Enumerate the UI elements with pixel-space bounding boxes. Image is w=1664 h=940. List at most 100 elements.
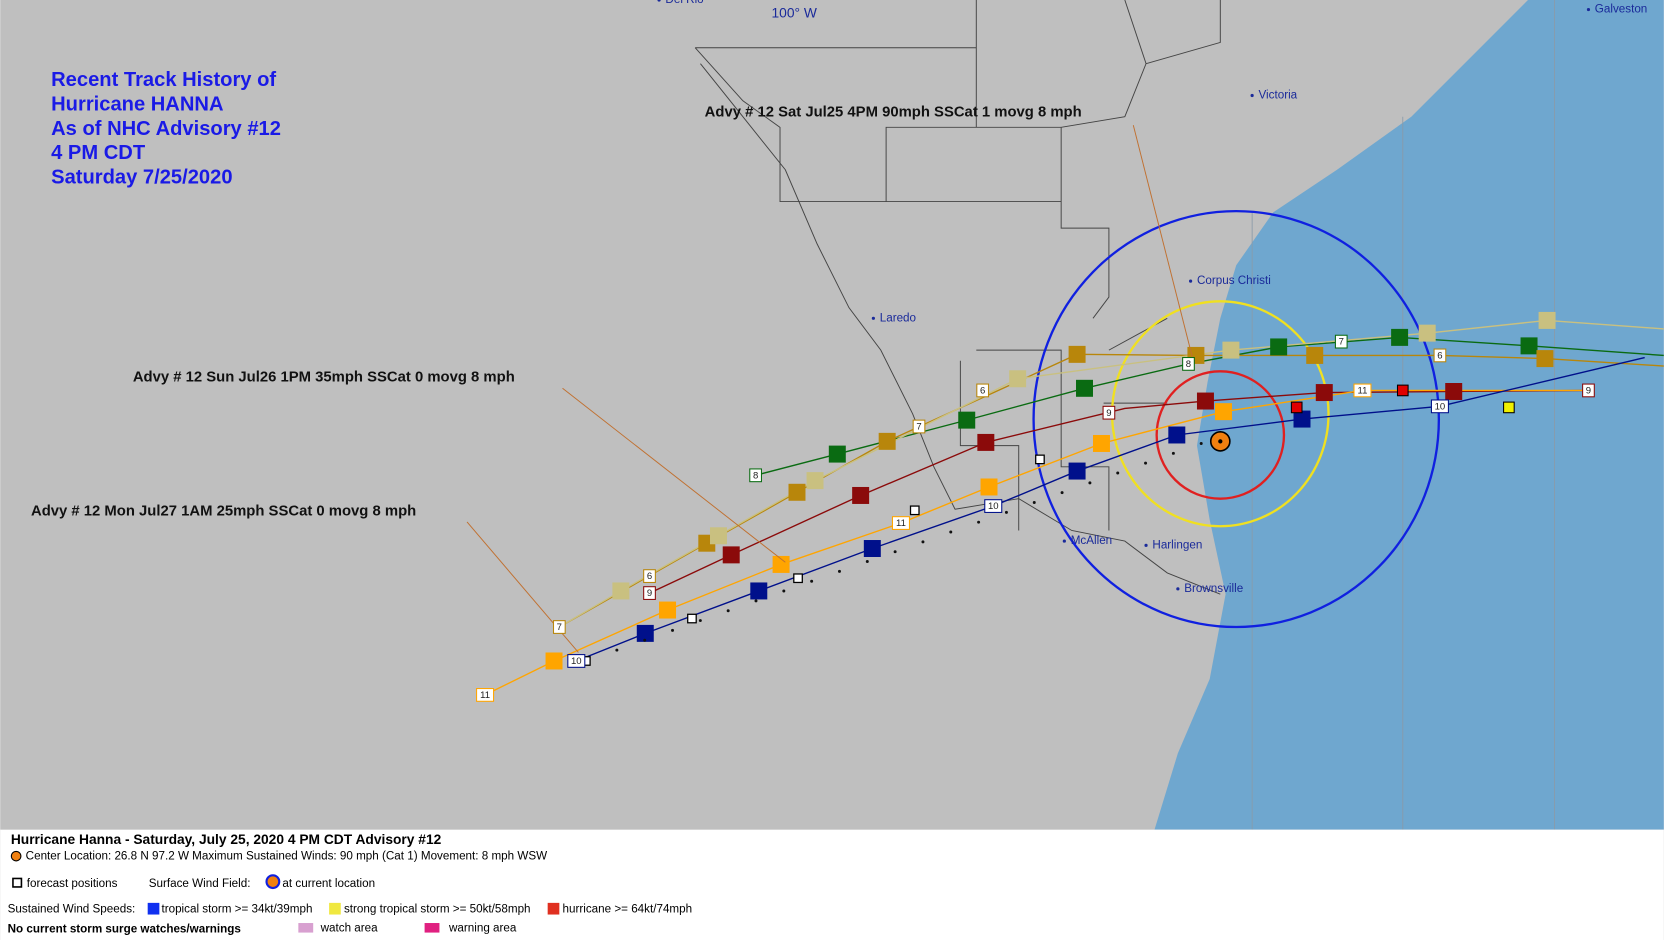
track-position — [1196, 392, 1214, 410]
forecast-label-box — [643, 569, 656, 583]
past-position — [1199, 441, 1203, 445]
track-position — [722, 546, 740, 564]
legend-current: at current location — [282, 877, 375, 890]
past-position — [837, 569, 841, 573]
forecast-label-box — [567, 654, 586, 668]
forecast-label-box — [984, 499, 1003, 513]
track-position — [1290, 401, 1303, 414]
track-line — [484, 389, 1589, 696]
past-position — [1032, 501, 1036, 504]
city-label: Del Rio — [665, 0, 703, 6]
track-position — [1068, 345, 1086, 363]
track-position — [1306, 346, 1324, 364]
past-position — [1171, 451, 1175, 455]
city-dot — [871, 316, 875, 320]
track-position — [980, 478, 998, 496]
past-position — [615, 648, 619, 652]
track-position — [636, 624, 654, 642]
track-position — [828, 445, 846, 463]
track-position — [1520, 337, 1538, 355]
forecast-label: 10 — [988, 501, 999, 512]
city-dot — [1144, 543, 1148, 547]
track-position — [1391, 328, 1409, 346]
forecast-label: 7 — [1339, 337, 1344, 348]
track-position — [863, 540, 881, 557]
annotation: Advy # 12 Mon Jul27 1AM 25mph SSCat 0 mo… — [31, 503, 416, 519]
forecast-label: 7 — [916, 422, 921, 433]
labels: Recent Track History of Hurricane HANNA … — [31, 0, 1647, 702]
track-position — [1293, 410, 1311, 428]
track-position — [806, 472, 824, 490]
track-position — [1068, 462, 1086, 480]
forecast-label: 10 — [1435, 401, 1446, 412]
past-position — [726, 609, 730, 613]
center-icon — [10, 850, 22, 862]
forecast-icon — [12, 877, 23, 888]
city-label: Laredo — [880, 311, 916, 324]
legend-center: Center Location: 26.8 N 97.2 W Maximum S… — [26, 849, 548, 862]
track-position — [1076, 379, 1093, 397]
legend: Hurricane Hanna - Saturday, July 25, 202… — [8, 832, 692, 936]
forecast-label: 7 — [557, 622, 562, 633]
forecast-label-box — [1433, 348, 1447, 363]
forecast-position — [909, 505, 920, 516]
city-label: Harlingen — [1152, 538, 1202, 551]
title-line: 4 PM CDT — [51, 142, 146, 164]
past-position — [1116, 471, 1120, 475]
forecast-label-box — [643, 586, 656, 600]
forecast-label-box — [1182, 357, 1195, 371]
legend-speeds: Sustained Wind Speeds: — [8, 902, 136, 915]
past-position — [782, 589, 786, 593]
legend-watch: watch area — [320, 921, 379, 934]
past-position — [671, 628, 675, 632]
forecast-label: 8 — [753, 470, 758, 481]
city-dot — [1189, 279, 1193, 283]
track-position — [1215, 403, 1232, 421]
past-position — [810, 579, 814, 583]
track-position — [1315, 384, 1333, 402]
track-position — [852, 486, 870, 504]
forecast-label: 10 — [571, 656, 582, 667]
track-line — [576, 356, 1645, 662]
forecast-position — [687, 613, 697, 624]
longitude-label: 100° W — [772, 5, 817, 20]
forecast-label-box — [552, 620, 566, 634]
legend-forecast: forecast positions — [27, 877, 118, 890]
track-position — [1503, 401, 1515, 414]
city-dot — [657, 0, 661, 2]
past-position — [949, 530, 953, 534]
city-dot — [1586, 7, 1591, 12]
city-dot — [1062, 539, 1066, 543]
past-position — [754, 599, 758, 603]
city-dot — [1250, 93, 1254, 98]
forecast-label: 9 — [647, 588, 652, 599]
forecast-label-box — [891, 516, 910, 530]
watch-swatch — [298, 923, 314, 933]
track-position — [709, 527, 727, 545]
forecast-label: 6 — [980, 385, 985, 396]
wind-field-icon — [265, 874, 281, 890]
past-position — [893, 550, 897, 554]
city-label: Corpus Christi — [1197, 274, 1271, 287]
track-position — [1445, 383, 1463, 400]
forecast-label-box — [1353, 383, 1372, 398]
city-label: McAllen — [1071, 534, 1112, 547]
track-position — [788, 483, 806, 501]
title-line: Saturday 7/25/2020 — [51, 167, 232, 189]
title-line: As of NHC Advisory #12 — [51, 118, 281, 140]
track-position — [878, 432, 896, 450]
forecast-label: 6 — [1437, 350, 1442, 361]
annotation: Advy # 12 Sun Jul26 1PM 35mph SSCat 0 mo… — [133, 370, 515, 386]
track-position — [958, 411, 976, 429]
forecast-label-box — [912, 419, 926, 434]
hu-swatch — [547, 902, 560, 915]
forecast-label-box — [476, 688, 495, 702]
forecast-label: 6 — [647, 571, 652, 582]
track-position — [1009, 370, 1027, 388]
track-position — [1168, 426, 1186, 444]
track-position — [659, 601, 677, 619]
forecast-position — [1035, 454, 1045, 465]
city-label: Victoria — [1259, 89, 1298, 102]
legend-heading: Hurricane Hanna - Saturday, July 25, 202… — [11, 832, 442, 847]
